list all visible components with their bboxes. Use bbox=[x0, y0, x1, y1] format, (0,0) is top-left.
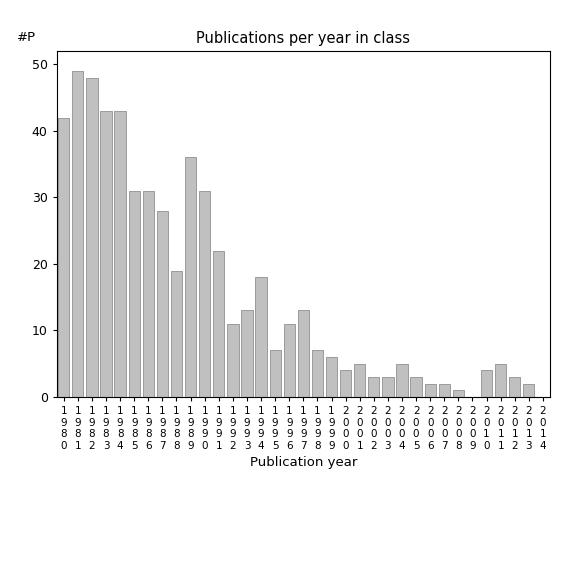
X-axis label: Publication year: Publication year bbox=[249, 456, 357, 469]
Bar bbox=[171, 270, 182, 397]
Bar bbox=[368, 377, 379, 397]
Bar bbox=[129, 191, 140, 397]
Bar bbox=[439, 384, 450, 397]
Bar bbox=[100, 111, 112, 397]
Bar bbox=[143, 191, 154, 397]
Bar bbox=[255, 277, 266, 397]
Bar bbox=[115, 111, 126, 397]
Bar bbox=[72, 71, 83, 397]
Bar bbox=[326, 357, 337, 397]
Bar bbox=[354, 363, 365, 397]
Bar bbox=[227, 324, 239, 397]
Bar bbox=[199, 191, 210, 397]
Bar bbox=[242, 311, 253, 397]
Bar bbox=[425, 384, 436, 397]
Bar bbox=[185, 158, 196, 397]
Bar bbox=[382, 377, 393, 397]
Bar bbox=[269, 350, 281, 397]
Title: Publications per year in class: Publications per year in class bbox=[196, 31, 411, 46]
Bar bbox=[312, 350, 323, 397]
Bar bbox=[509, 377, 521, 397]
Bar bbox=[523, 384, 535, 397]
Bar bbox=[452, 390, 464, 397]
Bar bbox=[58, 117, 69, 397]
Text: #P: #P bbox=[17, 31, 36, 44]
Bar bbox=[213, 251, 225, 397]
Bar bbox=[298, 311, 309, 397]
Bar bbox=[86, 78, 98, 397]
Bar bbox=[340, 370, 352, 397]
Bar bbox=[495, 363, 506, 397]
Bar bbox=[284, 324, 295, 397]
Bar bbox=[396, 363, 408, 397]
Bar bbox=[156, 211, 168, 397]
Bar bbox=[481, 370, 492, 397]
Bar bbox=[411, 377, 422, 397]
